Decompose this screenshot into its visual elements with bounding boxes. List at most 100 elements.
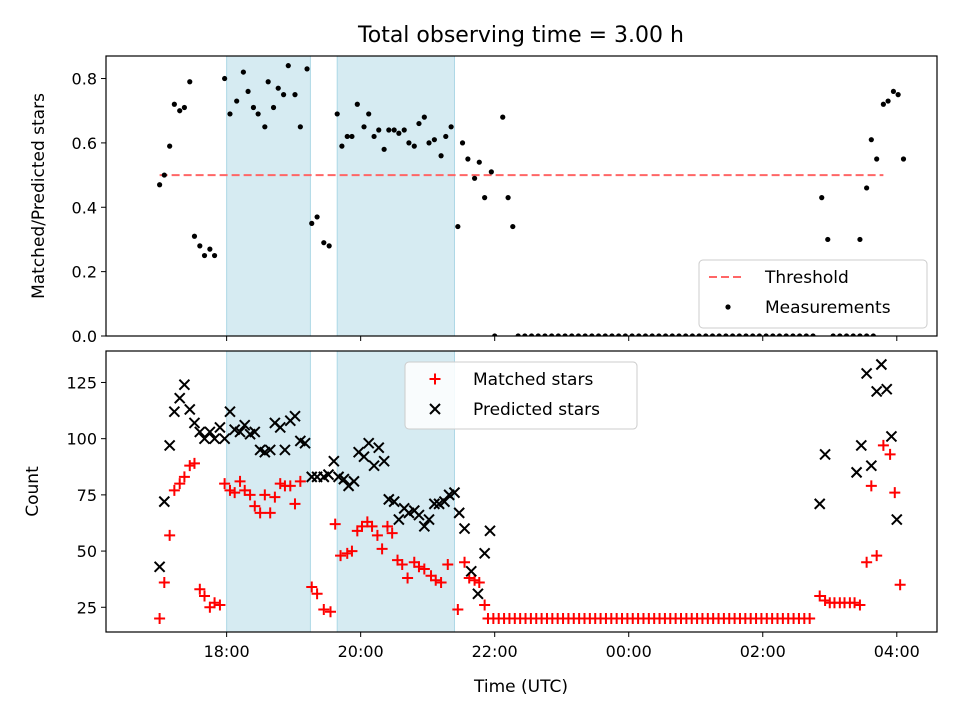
data-point (453, 507, 465, 519)
data-point (830, 333, 836, 336)
x-tick-label: 20:00 (338, 642, 384, 661)
data-point (877, 439, 889, 451)
data-point (279, 444, 291, 456)
data-point (562, 333, 568, 336)
data-point (418, 520, 431, 533)
data-point (776, 333, 783, 336)
data-point (321, 240, 327, 246)
data-point (219, 478, 231, 490)
data-point (157, 182, 163, 188)
data-point (354, 101, 360, 107)
data-point (240, 69, 246, 75)
y-tick-label: 100 (66, 430, 97, 449)
data-point (743, 333, 749, 336)
data-point (656, 333, 662, 336)
data-point (204, 426, 216, 438)
data-point (154, 613, 166, 625)
data-point (890, 88, 897, 95)
data-point (269, 491, 281, 503)
data-point (885, 430, 898, 443)
data-point (285, 63, 291, 69)
y-tick-label: 0.0 (72, 327, 97, 346)
data-point (881, 383, 893, 395)
data-point (871, 550, 883, 562)
y-tick-label: 125 (66, 373, 97, 392)
data-point (376, 543, 388, 555)
data-point (465, 156, 471, 162)
x-tick-label: 04:00 (874, 642, 920, 661)
x-tick-label: 18:00 (204, 642, 250, 661)
data-point (297, 124, 303, 130)
data-point (197, 243, 203, 249)
data-point (229, 487, 241, 499)
data-point (396, 559, 408, 571)
data-point (669, 333, 675, 336)
data-point (187, 79, 193, 85)
data-point (218, 432, 231, 445)
data-point (535, 333, 541, 336)
data-point (322, 468, 335, 481)
data-point (163, 439, 176, 452)
data-point (458, 522, 471, 535)
data-point (299, 437, 311, 449)
x-tick-label: 00:00 (606, 642, 652, 661)
data-point (861, 556, 873, 568)
data-point (582, 333, 588, 336)
data-point (459, 556, 471, 568)
data-point (234, 475, 246, 487)
shaded-interval (226, 350, 311, 633)
data-point (819, 595, 831, 607)
data-point (443, 133, 449, 140)
data-point (622, 333, 628, 336)
data-point (386, 527, 398, 539)
data-point (378, 455, 390, 467)
data-point (609, 333, 615, 336)
legend-matched-swatch (429, 373, 441, 385)
data-point (280, 92, 287, 98)
data-point (891, 513, 903, 526)
data-point (168, 484, 180, 496)
data-point (396, 130, 402, 136)
data-point (262, 124, 268, 130)
data-point (174, 392, 186, 404)
data-point (368, 459, 380, 472)
data-point (249, 500, 261, 512)
data-point (448, 124, 454, 130)
data-point (484, 525, 496, 537)
data-point (348, 475, 360, 488)
data-point (528, 333, 535, 336)
data-point (361, 124, 367, 130)
data-point (250, 104, 257, 111)
data-point (274, 478, 286, 490)
plot-area (157, 63, 907, 336)
data-point (885, 98, 891, 104)
data-point (864, 185, 870, 191)
data-point (270, 104, 277, 111)
data-point (895, 92, 901, 98)
legend-label: Matched stars (473, 370, 593, 390)
data-point (756, 333, 763, 336)
data-point (306, 581, 318, 593)
data-point (167, 143, 173, 149)
data-point (284, 480, 296, 492)
data-point (865, 459, 878, 472)
bottom-panel: 25 50 75 100 125 18:00 20:00 22:00 00:00 02:00 04:… (23, 350, 938, 661)
data-point (234, 98, 240, 104)
data-point (472, 588, 484, 600)
data-point (292, 92, 298, 98)
data-point (790, 333, 796, 336)
legend-measurements-swatch (725, 304, 731, 310)
data-point (575, 333, 582, 336)
data-point (227, 111, 233, 117)
data-point (864, 333, 870, 336)
data-point (855, 439, 867, 452)
data-point (469, 574, 481, 586)
data-point (164, 529, 176, 541)
data-point (819, 448, 831, 461)
data-point (416, 120, 422, 127)
data-point (314, 214, 320, 220)
figure-title: Total observing time = 3.00 h (357, 23, 684, 48)
data-point (471, 175, 478, 181)
data-point (289, 410, 301, 422)
x-axis-label: Time (UTC) (473, 677, 568, 697)
